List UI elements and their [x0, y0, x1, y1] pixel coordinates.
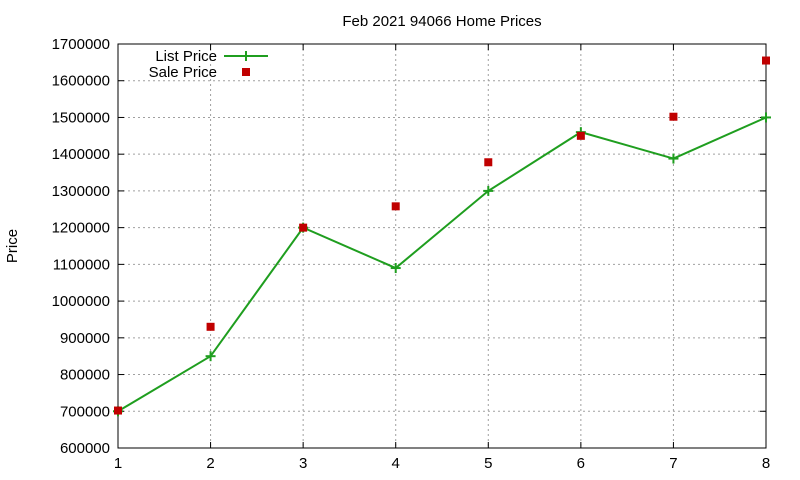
axis-ticks: 6000007000008000009000001000000110000012…: [52, 36, 771, 472]
list-price-marker: [483, 185, 494, 196]
sale-price-point: [484, 158, 493, 167]
sale-price-point: [114, 406, 122, 415]
x-tick-label: 4: [392, 455, 400, 472]
sale-price-point: [206, 322, 215, 331]
series-list-price: [113, 112, 771, 417]
y-tick-label: 1200000: [52, 220, 110, 237]
sale-price-point: [669, 112, 678, 121]
legend-square-swatch: [242, 68, 250, 76]
list-price-marker: [668, 153, 679, 164]
y-tick-label: 900000: [60, 330, 110, 347]
x-tick-label: 6: [577, 455, 585, 472]
y-tick-label: 600000: [60, 440, 110, 457]
grid: [118, 44, 766, 448]
x-tick-label: 8: [762, 455, 770, 472]
list-price-line: [117, 116, 767, 413]
sale-price-point: [391, 202, 400, 211]
x-tick-label: 2: [206, 455, 214, 472]
y-tick-label: 1600000: [52, 73, 110, 90]
sale-price-point: [762, 56, 770, 65]
chart-title: Feb 2021 94066 Home Prices: [342, 13, 541, 30]
list-price-marker: [241, 51, 251, 61]
y-tick-label: 1500000: [52, 109, 110, 126]
legend-label: Sale Price: [149, 64, 217, 81]
list-price-marker: [761, 112, 771, 123]
series: [113, 56, 771, 417]
y-tick-label: 1000000: [52, 293, 110, 310]
y-tick-label: 1700000: [52, 36, 110, 53]
x-tick-label: 5: [484, 455, 492, 472]
x-tick-label: 3: [299, 455, 307, 472]
plot-frame: [117, 43, 767, 449]
y-tick-label: 1400000: [52, 146, 110, 163]
y-tick-label: 1100000: [53, 256, 110, 273]
y-tick-label: 800000: [60, 367, 110, 384]
series-sale-price: [114, 56, 770, 415]
y-tick-label: 1300000: [52, 183, 110, 200]
sale-price-point: [576, 131, 585, 140]
y-tick-label: 700000: [60, 403, 110, 420]
legend-label: List Price: [155, 48, 217, 65]
list-price-marker: [390, 263, 401, 274]
y-axis-label: Price: [4, 229, 21, 263]
list-price-marker: [205, 351, 216, 362]
x-tick-label: 1: [114, 455, 122, 472]
sale-price-point: [299, 223, 308, 232]
x-tick-label: 7: [669, 455, 677, 472]
